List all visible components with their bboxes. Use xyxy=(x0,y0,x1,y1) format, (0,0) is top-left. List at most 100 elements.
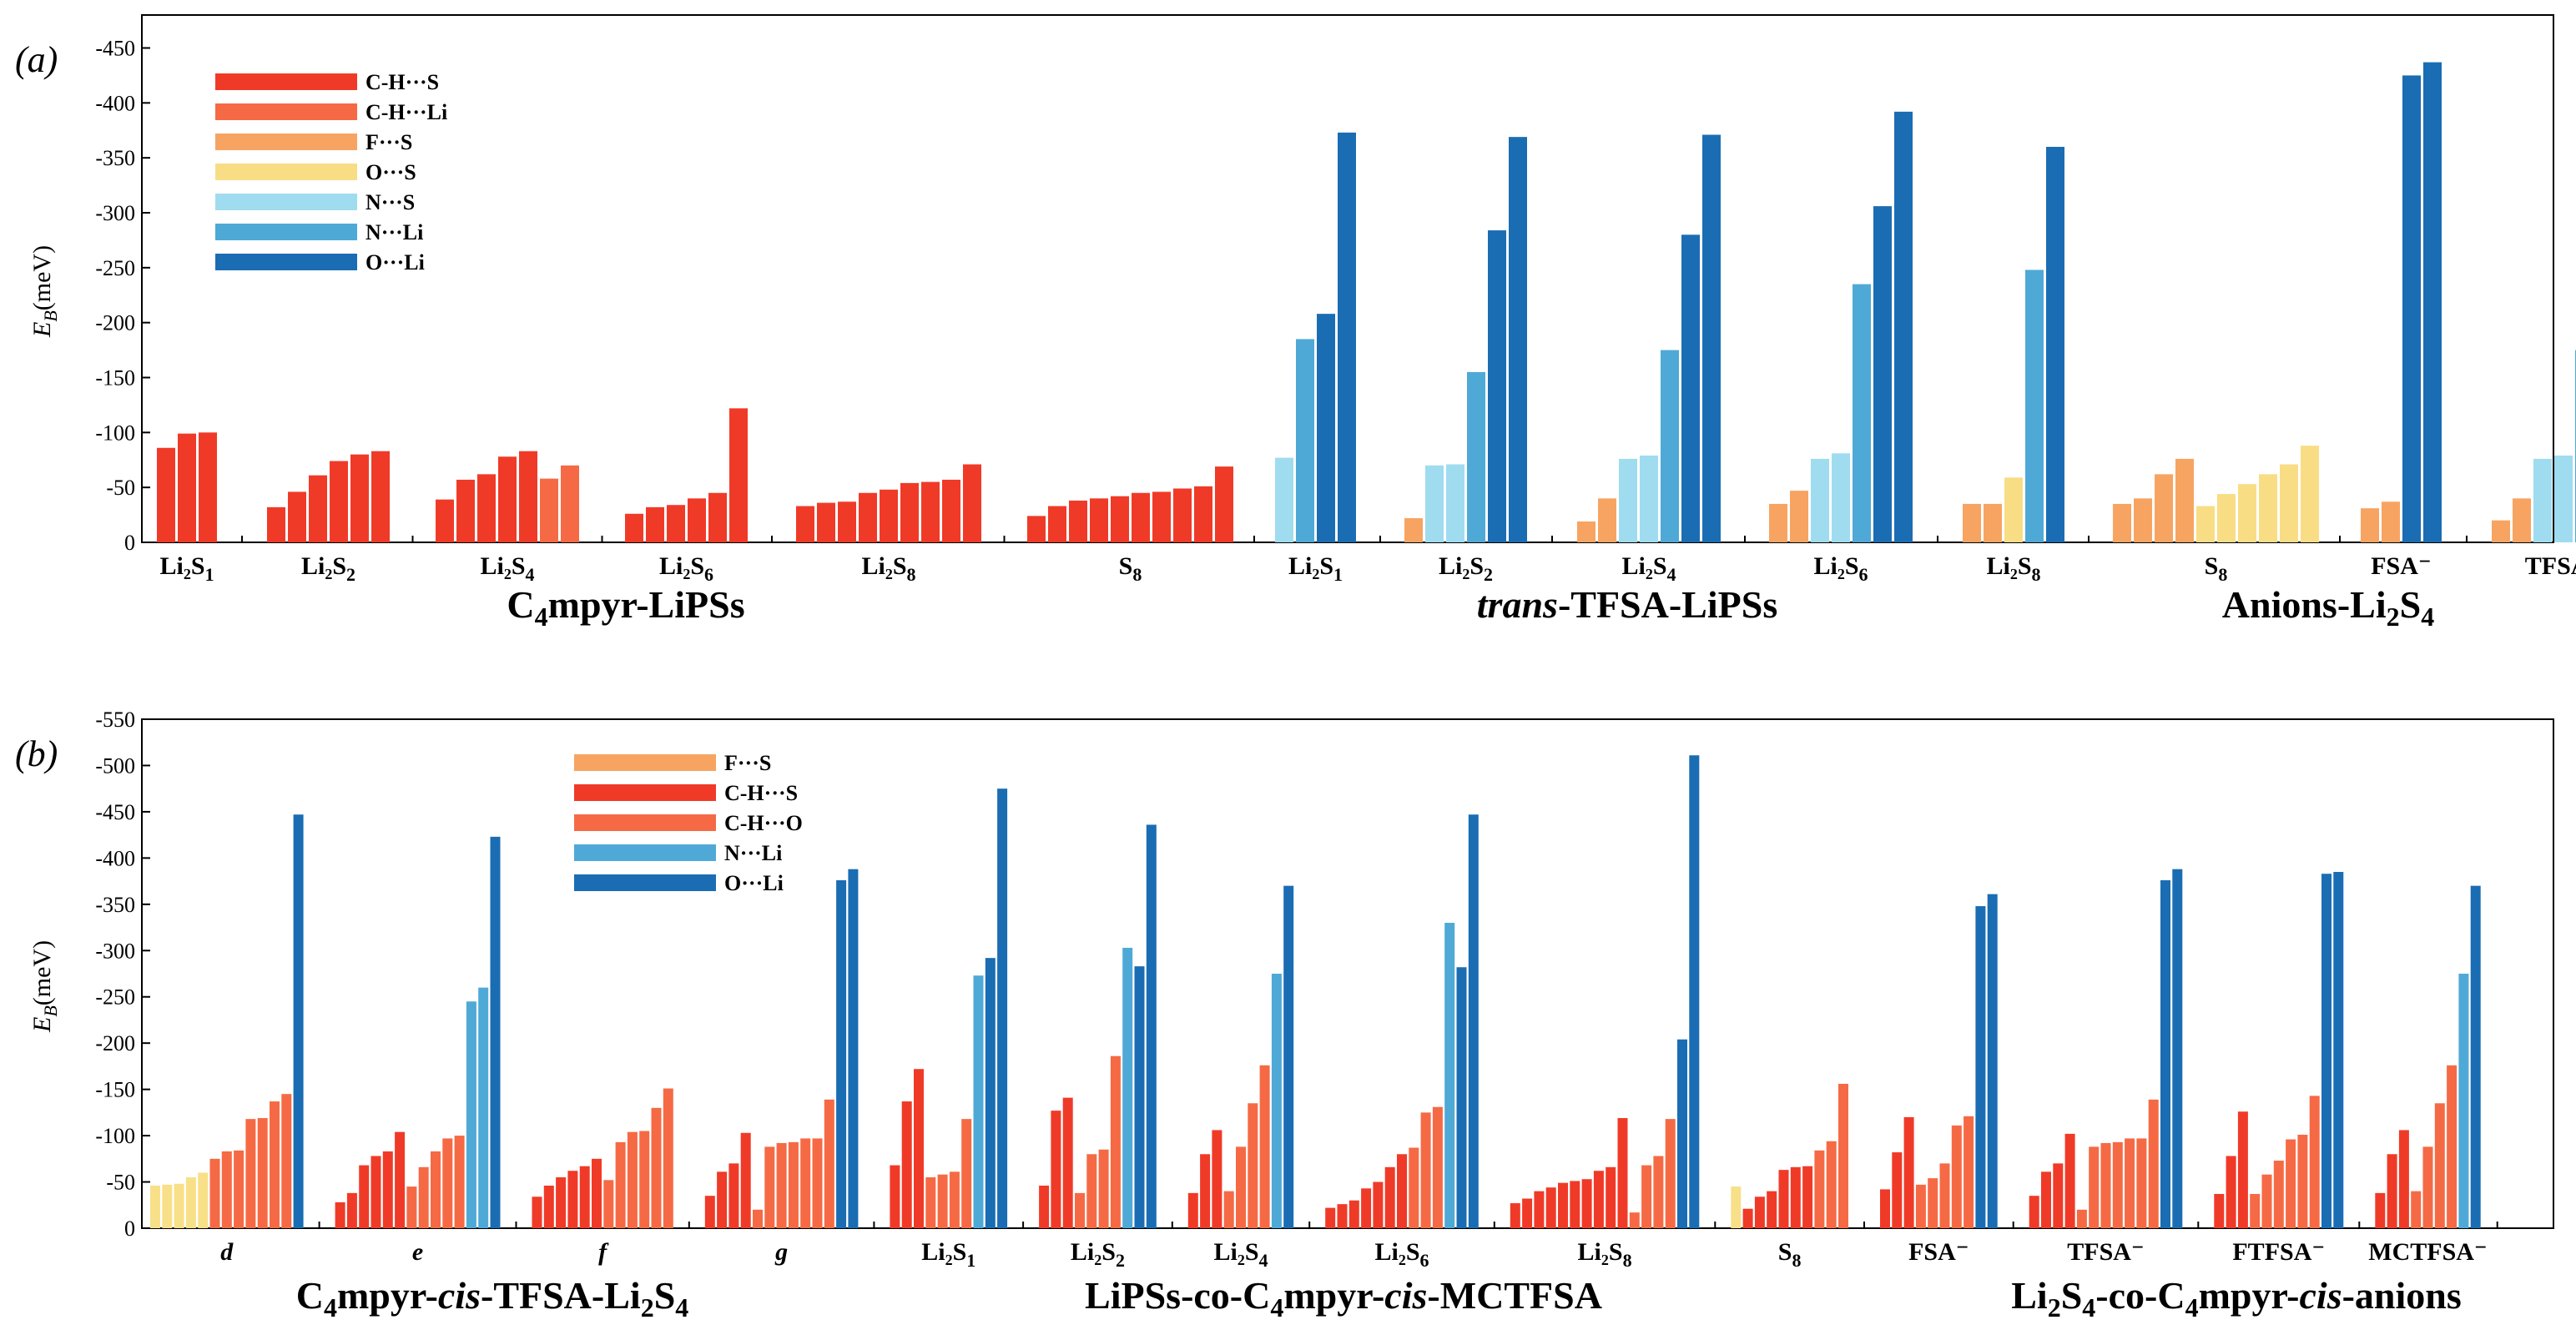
bar-oli xyxy=(1283,885,1294,1228)
bar-chs xyxy=(592,1158,602,1228)
bar-fs xyxy=(1731,1186,1742,1228)
y-tick-label: -400 xyxy=(95,846,135,870)
bar-chs xyxy=(1510,1203,1520,1228)
x-category-label: Li₂S1 xyxy=(1288,552,1343,585)
bar-cho xyxy=(1086,1154,1097,1228)
bar-cho xyxy=(2076,1209,2087,1228)
bar-oli xyxy=(2160,879,2170,1228)
bar-cho xyxy=(281,1094,292,1228)
bar-oli xyxy=(836,879,847,1228)
bar-cho xyxy=(1259,1065,1270,1228)
bar-fs xyxy=(162,1184,173,1228)
legend-label: C-H···O xyxy=(724,811,803,835)
bar-nli xyxy=(973,975,984,1228)
y-tick-label: -200 xyxy=(95,1031,135,1055)
bar-cho xyxy=(257,1118,268,1228)
bar-cho xyxy=(1075,1192,1085,1228)
x-category-label: Li₂S2 xyxy=(301,552,355,585)
bar-cho xyxy=(1653,1156,1664,1228)
bar-os xyxy=(2238,484,2256,542)
bar-os xyxy=(2217,494,2236,542)
bar-chs xyxy=(1212,1130,1222,1228)
panel-b-section-title-2: LiPSs-co-C4mpyr-cis-MCTFSA xyxy=(1085,1274,1602,1322)
bar-chs xyxy=(371,1156,381,1228)
y-tick-label: -450 xyxy=(95,37,135,61)
bar-chs xyxy=(708,492,727,542)
x-category-label: Li₂S1 xyxy=(921,1238,975,1271)
bar-chs xyxy=(646,506,664,542)
x-category-label: Li₂S8 xyxy=(861,552,915,585)
bar-cho xyxy=(1110,1055,1121,1228)
bar-nli xyxy=(1661,350,1679,542)
x-category-label: Li₂S6 xyxy=(1374,1238,1429,1271)
bar-chs xyxy=(880,489,898,542)
bar-chs xyxy=(914,1069,924,1228)
bar-chs xyxy=(359,1165,370,1228)
y-tick-label: -250 xyxy=(95,985,135,1010)
panel-b-legend: F···S C-H···S C-H···O N···Li O···Li xyxy=(574,751,803,895)
x-category-label: Li₂S4 xyxy=(1213,1238,1268,1271)
bar-cho xyxy=(221,1151,232,1228)
bar-chs xyxy=(1152,491,1171,542)
legend-swatch xyxy=(215,194,357,210)
bar-chs xyxy=(1606,1166,1616,1228)
bar-cho xyxy=(1409,1147,1419,1228)
bar-chs xyxy=(2029,1196,2039,1228)
bar-cho xyxy=(1951,1125,1962,1228)
bar-nli xyxy=(1467,371,1485,542)
bar-chs xyxy=(1048,506,1066,542)
bar-chs xyxy=(178,433,196,542)
bar-os xyxy=(2196,506,2215,542)
panel-b: (b) EB(meV) 0 -50 -100 -150 -200 -250 -300 -350… xyxy=(15,708,2554,1322)
y-tick-label: -100 xyxy=(95,1124,135,1148)
bar-chs xyxy=(1570,1181,1580,1228)
bar-cho xyxy=(2089,1146,2100,1228)
bar-cho xyxy=(2148,1099,2159,1228)
bar-cho xyxy=(1098,1149,1109,1228)
legend-label: O···S xyxy=(365,160,416,184)
panel-a-section-title-3: Anions-Li2S4 xyxy=(2222,583,2434,632)
bar-cho xyxy=(2309,1096,2320,1228)
bar-chs xyxy=(579,1166,590,1228)
bar-cho xyxy=(1420,1112,1431,1228)
x-category-label: Li₂S4 xyxy=(1621,552,1676,585)
bar-nli xyxy=(1296,339,1314,542)
bar-chs xyxy=(267,506,285,542)
x-category-label: Li₂S4 xyxy=(480,552,534,585)
bar-cho xyxy=(454,1136,465,1228)
bar-chs xyxy=(1892,1152,1903,1228)
bar-fs xyxy=(2513,498,2531,542)
bar-cho xyxy=(961,1119,972,1228)
bar-oli xyxy=(1681,234,1700,542)
bar-ns xyxy=(1640,455,1658,542)
y-tick-label: -500 xyxy=(95,753,135,778)
bar-fs xyxy=(2382,501,2400,542)
legend-swatch xyxy=(574,814,716,831)
y-tick-label: -300 xyxy=(95,201,135,225)
bar-chs xyxy=(1754,1196,1765,1228)
bar-chs xyxy=(288,491,306,542)
legend-label: C-H···S xyxy=(724,781,798,805)
bar-fs xyxy=(185,1177,196,1228)
bar-cho xyxy=(753,1209,763,1228)
bar-cho xyxy=(1814,1150,1825,1228)
y-tick-label: 0 xyxy=(124,1217,135,1241)
legend-label: N···Li xyxy=(365,220,423,244)
bar-ns xyxy=(1275,457,1293,542)
bar-oli xyxy=(1146,824,1157,1228)
bar-cho xyxy=(442,1138,453,1228)
bar-chs xyxy=(1069,500,1087,542)
bar-chs xyxy=(1194,486,1212,542)
bar-chs xyxy=(382,1151,393,1228)
bar-chs xyxy=(667,505,685,542)
bar-chs xyxy=(890,1165,900,1228)
bar-chs xyxy=(717,1171,728,1228)
bar-cho xyxy=(925,1177,936,1228)
bar-chs xyxy=(1337,1204,1348,1228)
bar-chs xyxy=(1534,1191,1545,1228)
bar-ns xyxy=(1425,465,1444,542)
bar-chs xyxy=(1545,1187,1556,1228)
bar-cho xyxy=(209,1158,220,1228)
bar-chs xyxy=(556,1177,567,1228)
